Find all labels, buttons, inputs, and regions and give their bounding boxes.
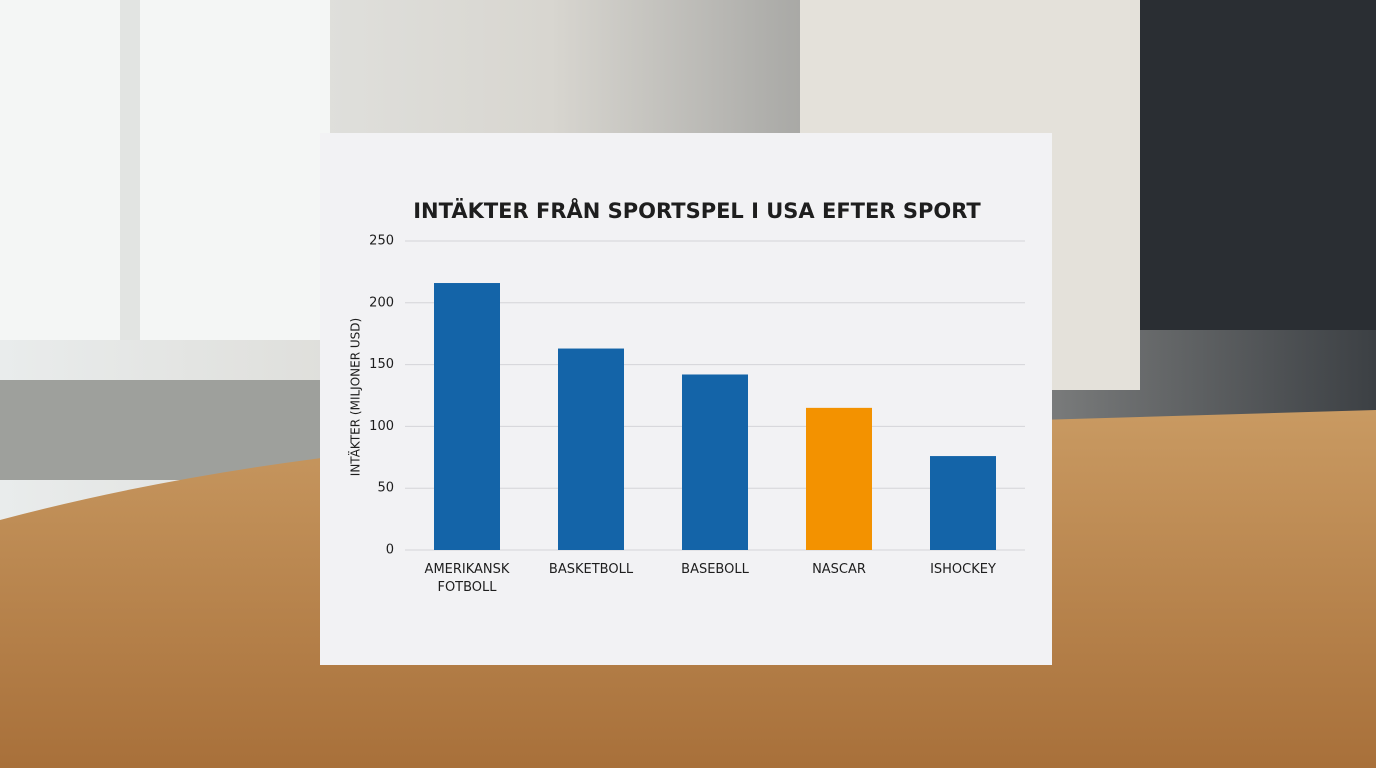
y-axis-label: INTÄKTER (MILJONER USD) bbox=[348, 318, 363, 476]
y-tick-label: 100 bbox=[369, 419, 394, 434]
bar bbox=[806, 407, 872, 550]
x-tick-label: BASKETBOLL bbox=[548, 562, 634, 577]
window bbox=[0, 0, 330, 340]
x-tick-label: ISHOCKEY bbox=[930, 562, 996, 577]
monitor bbox=[1140, 0, 1376, 330]
bar bbox=[682, 374, 748, 550]
bar bbox=[434, 283, 500, 550]
chart-title: INTÄKTER FRÅN SPORTSPEL I USA EFTER SPOR… bbox=[413, 198, 981, 223]
y-tick-label: 200 bbox=[369, 295, 394, 310]
bar bbox=[558, 348, 624, 550]
x-tick-label: NASCAR bbox=[812, 562, 866, 577]
x-tick-label: BASEBOLL bbox=[681, 562, 749, 577]
x-tick-label: AMERIKANSK FOTBOLL bbox=[424, 562, 510, 595]
y-tick-label: 250 bbox=[369, 234, 394, 249]
y-tick-label: 50 bbox=[377, 481, 394, 496]
radiator bbox=[0, 380, 330, 480]
y-tick-label: 150 bbox=[369, 357, 394, 372]
window-frame bbox=[120, 0, 140, 340]
bar bbox=[930, 456, 996, 550]
y-tick-label: 0 bbox=[386, 543, 394, 558]
